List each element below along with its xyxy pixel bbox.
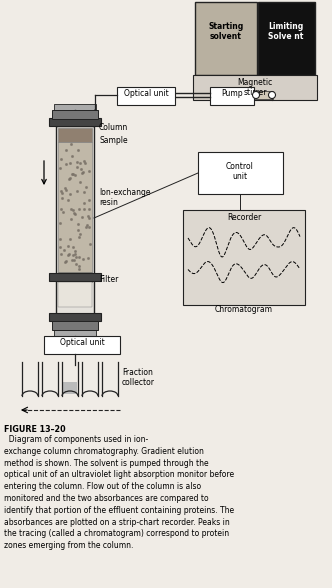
Bar [54, 330, 96, 337]
Bar [58, 282, 92, 307]
Bar [58, 128, 92, 142]
Bar [49, 118, 101, 126]
Bar [198, 152, 283, 194]
Bar [195, 2, 257, 75]
Circle shape [253, 92, 260, 99]
Bar [117, 87, 175, 105]
Bar [52, 321, 98, 330]
Text: Starting
solvent: Starting solvent [208, 22, 244, 41]
Circle shape [269, 92, 276, 99]
Bar [63, 382, 77, 394]
Text: Limiting
Solve nt: Limiting Solve nt [268, 22, 304, 41]
Text: Sample: Sample [99, 136, 127, 145]
Bar [44, 336, 120, 354]
Bar [255, 91, 273, 99]
Bar [49, 273, 101, 281]
Text: Chromatogram: Chromatogram [215, 305, 273, 314]
Bar [258, 2, 315, 75]
Text: Recorder: Recorder [227, 213, 261, 222]
Text: Control
unit: Control unit [226, 162, 254, 182]
Bar [183, 210, 305, 305]
Bar [54, 104, 96, 111]
Text: Ion-exchange
resin: Ion-exchange resin [99, 188, 150, 208]
Text: Fraction
collector: Fraction collector [122, 368, 155, 387]
Text: Filter: Filter [99, 275, 119, 284]
Bar [58, 272, 92, 282]
Bar [52, 110, 98, 119]
Text: Column: Column [99, 123, 128, 132]
Text: Pump: Pump [221, 89, 243, 98]
Bar [193, 75, 317, 100]
Bar [58, 142, 92, 272]
Text: FIGURE 13–20: FIGURE 13–20 [4, 425, 66, 434]
Bar [210, 87, 254, 105]
Text: Optical unit: Optical unit [60, 338, 104, 347]
Bar [56, 126, 94, 321]
Text: Optical unit: Optical unit [124, 89, 168, 98]
Text: Diagram of components used in ion-
exchange column chromatography. Gradient elut: Diagram of components used in ion- excha… [4, 435, 234, 550]
Bar [49, 313, 101, 321]
Text: Magnetic
stirrer: Magnetic stirrer [237, 78, 273, 98]
